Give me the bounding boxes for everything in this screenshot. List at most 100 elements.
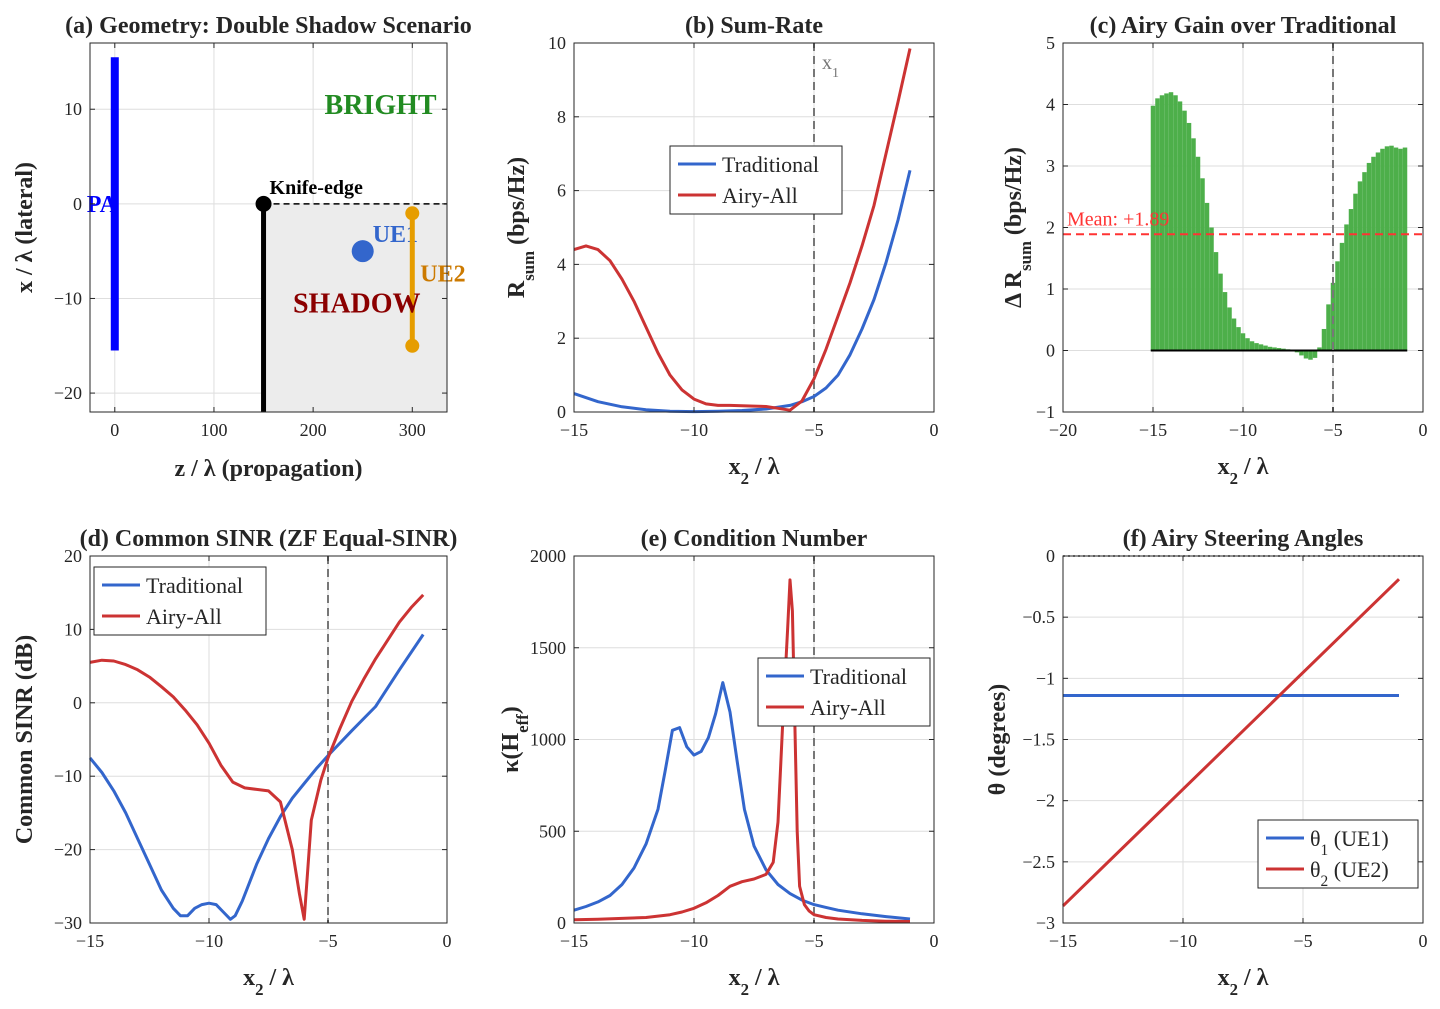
legend-label-f-1: θ2 (UE2)	[1310, 857, 1389, 890]
bar-c-56	[1402, 147, 1408, 351]
mean-label-c: Mean: +1.89	[1067, 208, 1169, 230]
series-line-b-1	[573, 48, 912, 412]
xtick-label-d-3: 0	[443, 931, 452, 951]
bar-c-43	[1344, 224, 1349, 351]
bar-c-7	[1182, 110, 1187, 351]
bar-c-6	[1177, 101, 1183, 351]
bright-label: BRIGHT	[325, 90, 437, 121]
ue2-end-bottom	[405, 338, 420, 353]
bar-c-51	[1380, 148, 1385, 351]
xtick-label-f-1: −10	[1169, 931, 1197, 951]
ytick-label-a-2: −10	[54, 288, 82, 308]
chart-title-c: (c) Airy Gain over Traditional	[1090, 13, 1397, 39]
xtick-label-f-0: −15	[1049, 931, 1077, 951]
x-axis-label-b: x2 / λ	[729, 454, 780, 488]
bar-c-34	[1303, 350, 1309, 359]
axes-box-d	[89, 555, 448, 924]
bar-c-19	[1236, 327, 1241, 351]
ytick-label-b-4: 8	[557, 107, 566, 127]
ytick-label-b-2: 4	[557, 254, 566, 274]
panel-f: −15 −10 −5 0 0 −0.5 −1 −1.5 −2 −2.5 −3 θ1 (UE1)θ2 (…	[985, 526, 1428, 999]
ue2-end-top	[405, 206, 420, 221]
legend-f	[1257, 819, 1419, 889]
bar-c-11	[1200, 178, 1205, 351]
bar-c-45	[1353, 193, 1358, 351]
ytick-label-f-1: −0.5	[1022, 607, 1055, 627]
bar-c-48	[1366, 162, 1372, 351]
ytick-label-c-1: 0	[1046, 341, 1055, 361]
ytick-label-d-5: 20	[64, 546, 82, 566]
xtick-label-c-1: −15	[1139, 420, 1167, 440]
xtick-label-e-0: −15	[560, 931, 588, 951]
ytick-label-b-0: 0	[557, 402, 566, 422]
ytick-label-a-0: 10	[64, 99, 82, 119]
ytick-label-d-2: −10	[54, 766, 82, 786]
bar-c-1	[1155, 98, 1160, 351]
x-axis-label-f: x2 / λ	[1218, 965, 1269, 999]
bar-c-8	[1186, 122, 1192, 351]
bar-c-0	[1150, 105, 1156, 351]
ytick-label-b-3: 6	[557, 181, 566, 201]
bar-c-2	[1159, 95, 1165, 351]
xtick-label-b-1: −10	[680, 420, 708, 440]
bar-c-47	[1362, 172, 1367, 351]
xtick-label-f-2: −5	[1293, 931, 1312, 951]
ytick-label-f-2: −1	[1036, 668, 1055, 688]
bar-c-14	[1213, 252, 1219, 351]
xtick-label-a-1: 100	[200, 420, 227, 440]
chart-title-f: (f) Airy Steering Angles	[1123, 526, 1364, 552]
bar-c-36	[1312, 350, 1318, 358]
xtick-label-a-2: 200	[300, 420, 327, 440]
xtick-label-b-0: −15	[560, 420, 588, 440]
legend-b	[669, 145, 843, 215]
bar-c-15	[1218, 273, 1223, 351]
ytick-label-c-6: 5	[1046, 33, 1055, 53]
legend-label-d-0: Traditional	[146, 573, 243, 598]
bar-c-4	[1168, 92, 1174, 351]
xtick-label-a-0: 0	[110, 420, 119, 440]
axes-box-b	[573, 42, 935, 413]
axes-box-a	[89, 42, 448, 413]
y-axis-label-f: θ (degrees)	[985, 684, 1011, 795]
panel-b: x1 −15 −10 −5 0 0 2 4 6 8 10 Traditional Airy-All (b)…	[504, 13, 939, 488]
xtick-label-e-1: −10	[680, 931, 708, 951]
bar-c-37	[1317, 347, 1322, 351]
ytick-label-a-1: 0	[73, 194, 82, 214]
y-axis-label-e: κ(Heff)	[498, 706, 532, 773]
marker-label-b: x1	[822, 52, 839, 81]
bar-c-5	[1173, 95, 1178, 351]
legend-label-d-1: Airy-All	[146, 604, 222, 629]
x-axis-label-e: x2 / λ	[729, 965, 780, 999]
panel-d: −15 −10 −5 0 −30 −20 −10 0 10 20 Traditional Airy-A…	[12, 526, 457, 999]
xtick-label-b-2: −5	[804, 420, 823, 440]
ytick-label-c-2: 1	[1046, 279, 1055, 299]
legend-label-e-1: Airy-All	[810, 695, 886, 720]
xtick-label-f-3: 0	[1419, 931, 1428, 951]
bar-c-53	[1389, 145, 1394, 351]
plot-area-b	[574, 43, 934, 412]
ytick-label-c-3: 2	[1046, 218, 1055, 238]
ytick-label-b-5: 10	[548, 33, 566, 53]
xtick-label-c-2: −10	[1229, 420, 1257, 440]
xtick-label-c-4: 0	[1419, 420, 1428, 440]
bar-c-33	[1299, 350, 1304, 356]
bar-c-46	[1357, 181, 1363, 351]
x-axis-label-d: x2 / λ	[243, 965, 294, 999]
bar-c-21	[1245, 338, 1250, 351]
y-axis-label-d: Common SINR (dB)	[12, 635, 38, 844]
bar-c-9	[1191, 138, 1196, 351]
bar-c-25	[1263, 345, 1268, 351]
ytick-label-a-3: −20	[54, 383, 82, 403]
bar-c-50	[1375, 152, 1381, 351]
bar-c-35	[1308, 350, 1313, 360]
legend-label-b-0: Traditional	[722, 152, 819, 177]
ytick-label-f-6: −3	[1036, 913, 1055, 933]
bar-c-13	[1209, 227, 1214, 351]
bar-c-10	[1195, 156, 1201, 351]
series-line-e-1	[573, 578, 911, 923]
bar-c-52	[1384, 146, 1390, 351]
ytick-label-e-3: 1500	[530, 638, 566, 658]
ytick-label-f-5: −2.5	[1022, 852, 1055, 872]
ue1-marker	[351, 240, 374, 263]
